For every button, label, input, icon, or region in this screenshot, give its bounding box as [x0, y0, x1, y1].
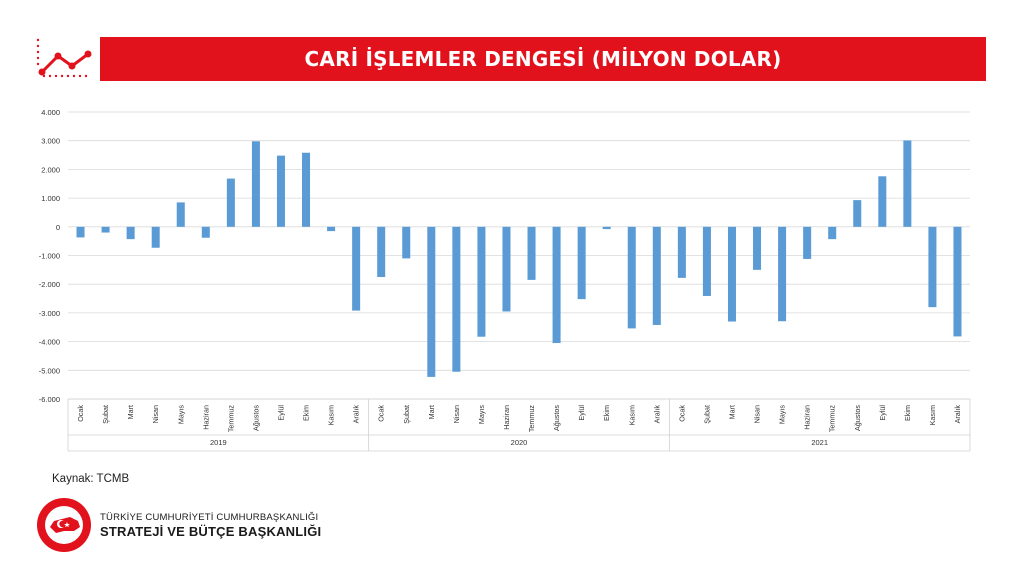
bar-2020-10	[602, 226, 611, 230]
x-tick-label: Ocak	[677, 405, 686, 422]
x-tick-label: Temmuz	[828, 405, 837, 433]
bar-2020-9	[577, 226, 586, 300]
x-tick-label: Mayıs	[778, 405, 787, 425]
bar-2019-3	[126, 226, 135, 240]
bar-2021-6	[803, 226, 812, 259]
group-label: 2019	[210, 438, 227, 447]
x-tick-label: Eylül	[577, 405, 586, 421]
bar-2021-7	[828, 226, 837, 240]
current-account-chart: 4.000 3.000 2.000 1.000 0 -1.000 -2.000 -3.000 -…	[39, 108, 971, 452]
y-tick-label: 1.000	[41, 194, 60, 203]
chart-area: 4.000 3.000 2.000 1.000 0 -1.000 -2.000 -3.000 -…	[0, 100, 1024, 460]
bar-2020-3	[427, 226, 436, 377]
bar-2020-11	[627, 226, 636, 329]
bar-2020-6	[502, 226, 511, 312]
x-tick-label: Eylül	[276, 405, 285, 421]
bar-2019-6	[201, 226, 210, 238]
bar-2019-12	[352, 226, 361, 311]
bar-2020-1	[377, 226, 386, 278]
x-tick-label: Mart	[427, 405, 436, 419]
y-tick-label: 3.000	[41, 137, 60, 146]
bar-2021-5	[778, 226, 787, 322]
x-tick-label: Haziran	[201, 405, 210, 430]
sbb-seal-logo	[37, 498, 91, 552]
y-tick-label: -5.000	[39, 366, 60, 375]
x-tick-label: Mayıs	[176, 405, 185, 425]
bar-2020-7	[527, 226, 536, 280]
x-tick-label: Mayıs	[477, 405, 486, 425]
group-label: 2020	[511, 438, 528, 447]
bar-2020-2	[402, 226, 411, 259]
bar-2019-7	[226, 178, 235, 227]
x-tick-label: Nisan	[452, 405, 461, 423]
x-tick-label: Haziran	[803, 405, 812, 430]
x-tick-label: Ekim	[903, 405, 912, 421]
y-tick-label: 4.000	[41, 108, 60, 117]
x-tick-label: Temmuz	[527, 405, 536, 433]
x-tick-label: Ağustos	[853, 405, 862, 431]
bar-2019-1	[76, 226, 85, 238]
bar-2020-12	[652, 226, 661, 325]
bar-2021-11	[928, 226, 937, 308]
bar-2021-3	[727, 226, 736, 322]
x-tick-label: Aralık	[652, 405, 661, 424]
x-tick-label: Ağustos	[552, 405, 561, 431]
x-tick-label: Aralık	[953, 405, 962, 424]
bar-2019-10	[302, 152, 311, 227]
x-tick-label: Ekim	[602, 405, 611, 421]
x-tick-label: Ocak	[76, 405, 85, 422]
x-tick-label: Temmuz	[226, 405, 235, 433]
page-title: CARİ İŞLEMLER DENGESİ (MİLYON DOLAR)	[304, 47, 782, 71]
source-note: Kaynak: TCMB	[52, 473, 130, 485]
x-tick-label: Mart	[126, 405, 135, 419]
y-tick-label: 2.000	[41, 165, 60, 174]
title-banner: CARİ İŞLEMLER DENGESİ (MİLYON DOLAR)	[100, 37, 986, 81]
x-tick-label: Ekim	[302, 405, 311, 421]
bar-2019-5	[176, 202, 185, 227]
bar-2019-8	[251, 141, 260, 227]
bar-2019-9	[276, 155, 285, 227]
bar-2021-2	[702, 226, 711, 296]
x-tick-label: Kasım	[327, 405, 336, 425]
x-tick-label: Mart	[727, 405, 736, 419]
org-name-line2: STRATEJİ VE BÜTÇE BAŞKANLIĞI	[100, 524, 322, 539]
bar-2019-11	[327, 226, 336, 232]
bar-2021-12	[953, 226, 962, 337]
y-tick-label: -4.000	[39, 338, 60, 347]
x-tick-label: Aralık	[352, 405, 361, 424]
bar-2021-10	[903, 140, 912, 227]
bar-2021-4	[753, 226, 762, 270]
bar-2019-4	[151, 226, 160, 248]
x-tick-label: Nisan	[151, 405, 160, 423]
x-tick-label: Ocak	[377, 405, 386, 422]
trend-line-icon	[36, 38, 92, 78]
x-tick-label: Şubat	[402, 405, 411, 424]
bar-2019-2	[101, 226, 110, 233]
org-name-line1: TÜRKİYE CUMHURİYETİ CUMHURBAŞKANLIĞI	[100, 512, 319, 523]
x-tick-label: Eylül	[878, 405, 887, 421]
x-tick-label: Nisan	[753, 405, 762, 423]
bar-2020-4	[452, 226, 461, 372]
x-tick-label: Kasım	[928, 405, 937, 425]
group-label: 2021	[811, 438, 828, 447]
bar-2020-8	[552, 226, 561, 344]
y-tick-label: -2.000	[39, 280, 60, 289]
x-tick-label: Haziran	[502, 405, 511, 430]
y-tick-label: -1.000	[39, 252, 60, 261]
x-tick-label: Şubat	[101, 405, 110, 424]
bar-2021-8	[853, 200, 862, 227]
y-tick-label: 0	[56, 223, 60, 232]
x-tick-label: Şubat	[702, 405, 711, 424]
y-tick-label: -6.000	[39, 395, 60, 404]
bar-2021-9	[878, 176, 887, 227]
x-tick-label: Ağustos	[251, 405, 260, 431]
x-tick-label: Kasım	[627, 405, 636, 425]
y-tick-label: -3.000	[39, 309, 60, 318]
bar-2020-5	[477, 226, 486, 337]
bar-2021-1	[677, 226, 686, 278]
